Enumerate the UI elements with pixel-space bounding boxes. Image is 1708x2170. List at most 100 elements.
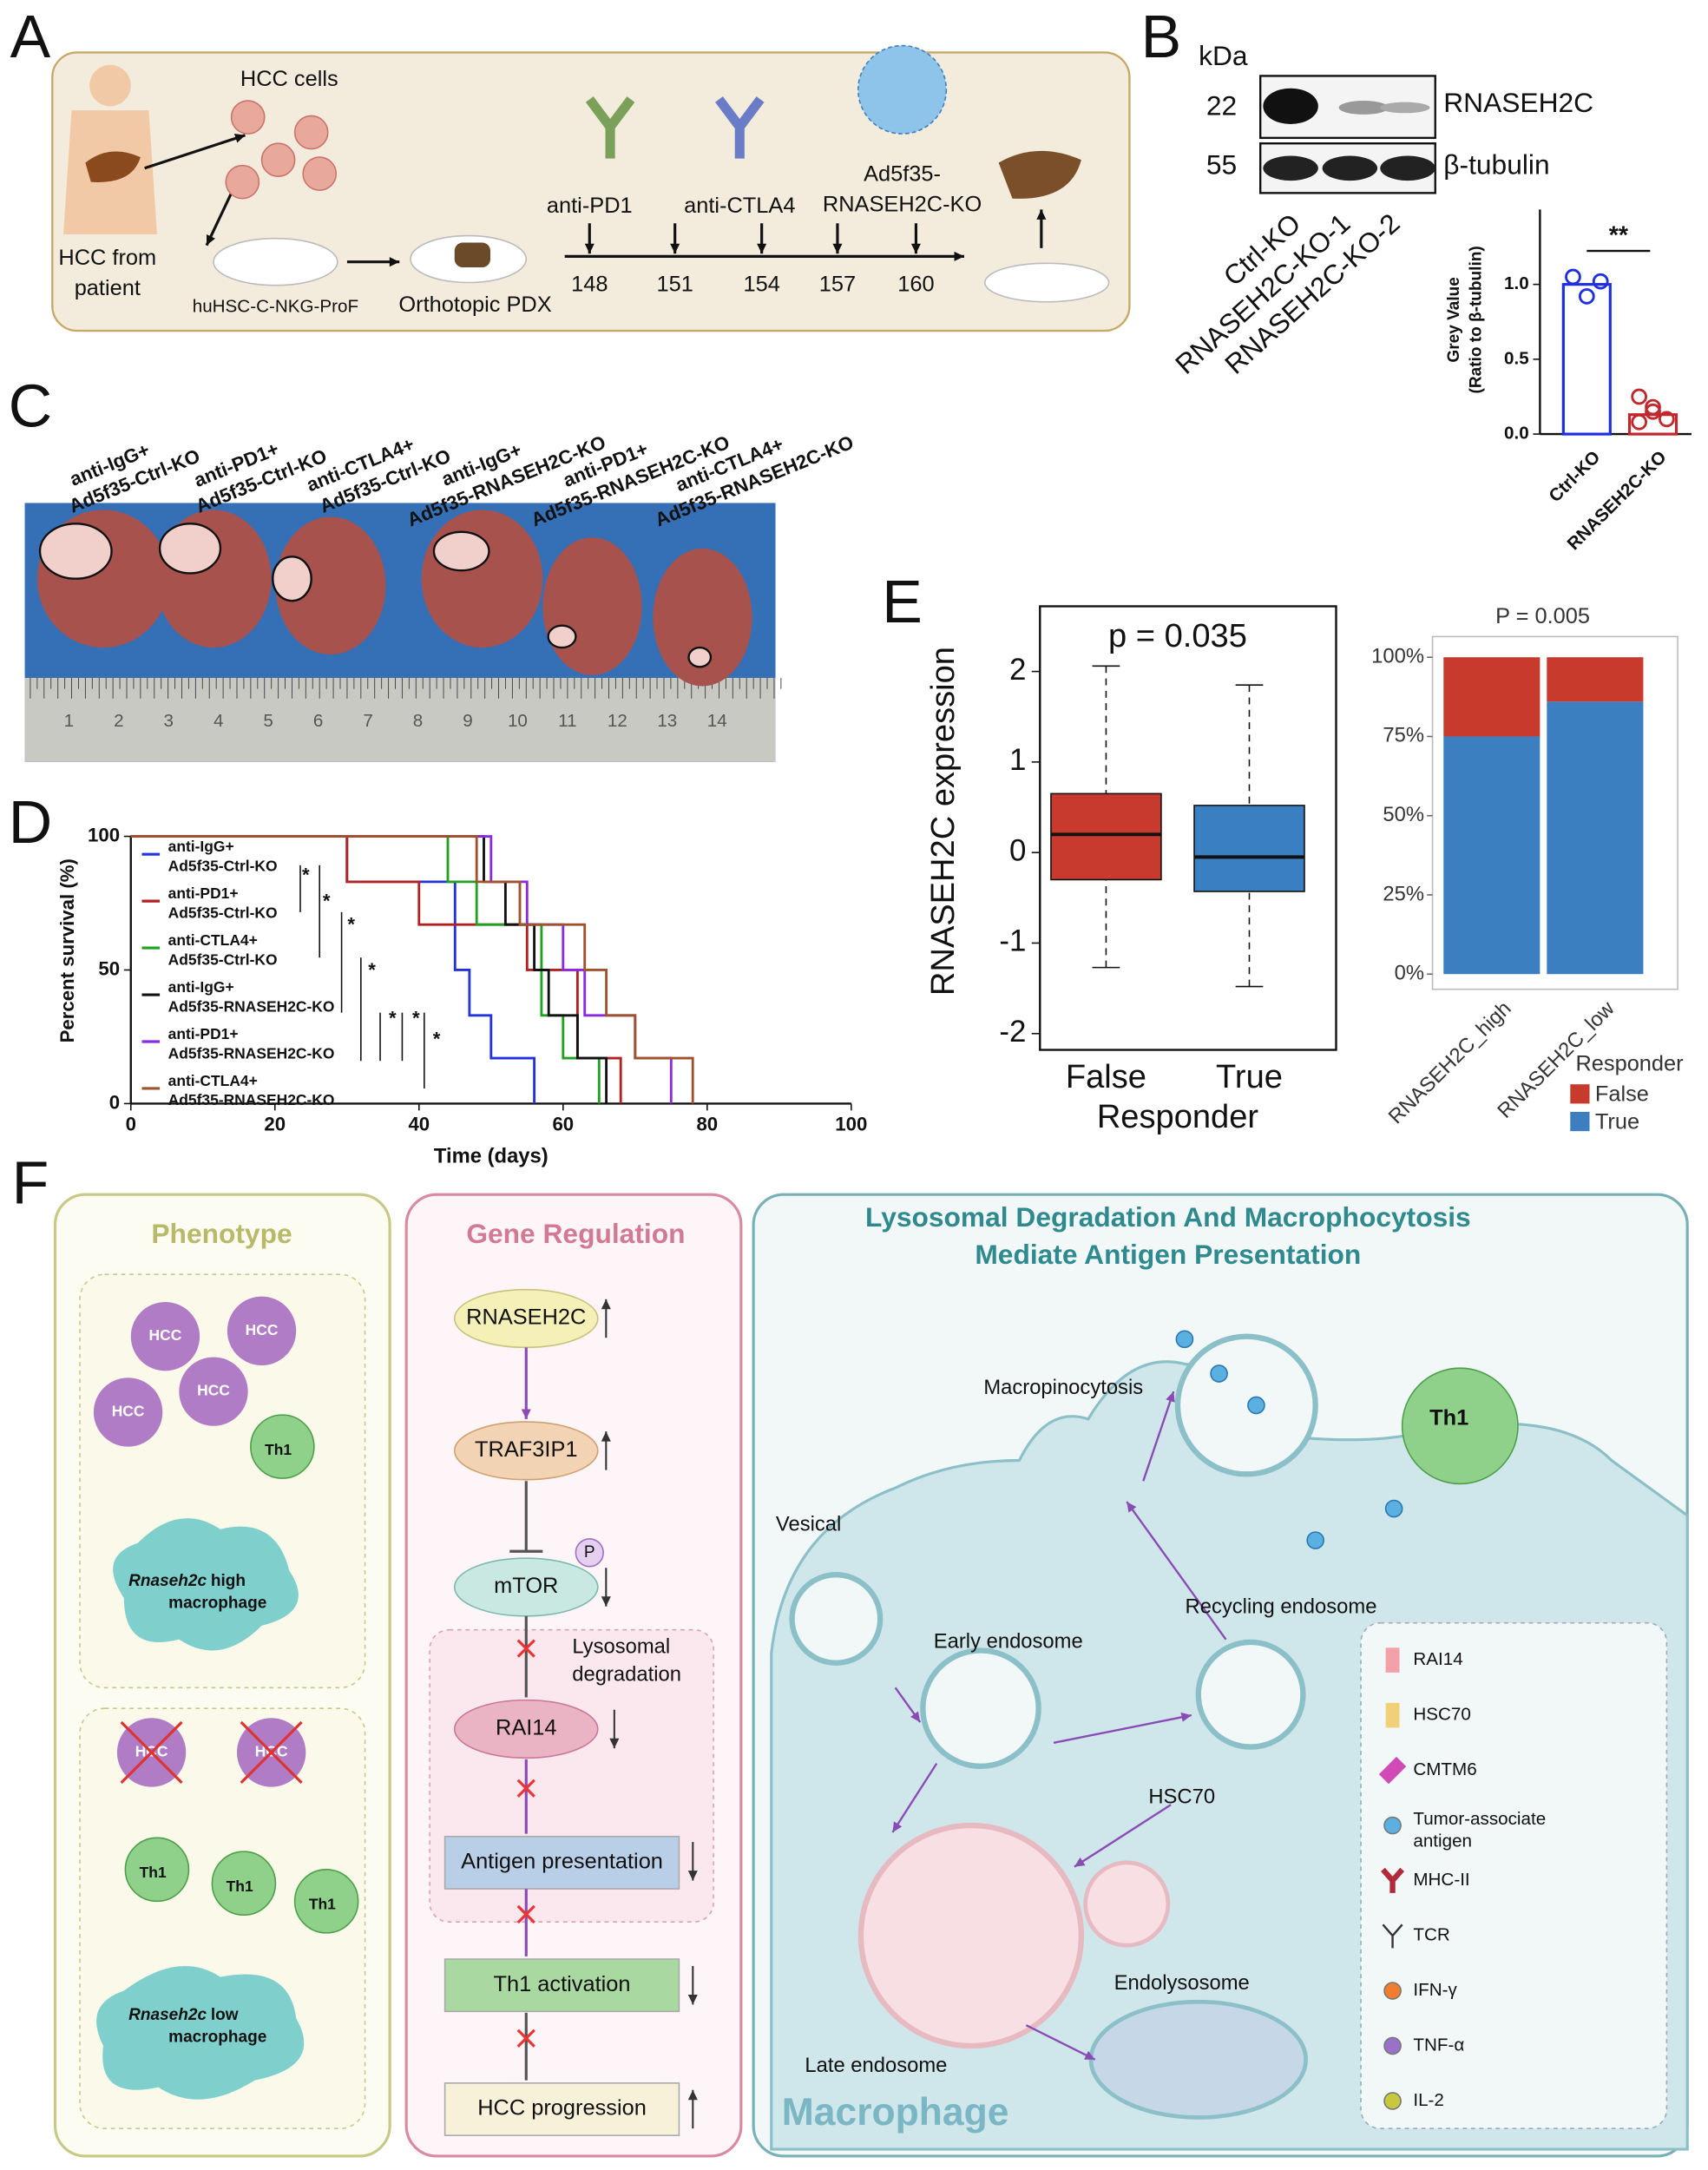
label: Rnaseh2c	[128, 2006, 207, 2024]
x-axis-label: Responder	[1097, 1099, 1259, 1135]
x-tick-label: 80	[696, 1114, 718, 1135]
label: 6	[313, 711, 323, 731]
point	[1565, 268, 1581, 286]
label: 8	[413, 711, 423, 731]
label: mTOR	[494, 1574, 558, 1598]
legend-label: anti-CTLA4+ Ad5f35-RNASEH2C-KO	[168, 1072, 335, 1108]
panel-label: B	[1141, 3, 1182, 70]
label: Vesical	[776, 1512, 841, 1535]
arrow-head	[954, 251, 964, 261]
point	[1645, 403, 1661, 420]
arrow-head	[601, 1299, 611, 1310]
phospho	[575, 1538, 604, 1568]
mouse-liver	[454, 242, 491, 268]
label: Ad5f35-	[864, 161, 941, 186]
antibody	[585, 96, 635, 159]
label: 22	[1206, 89, 1237, 121]
label: 1	[64, 711, 74, 731]
arrow	[144, 134, 246, 170]
label: Antigen presentation	[461, 1850, 663, 1874]
band	[1380, 155, 1435, 181]
label: 160	[897, 272, 934, 296]
label: HSC70	[1148, 1785, 1215, 1809]
label: low	[211, 2006, 239, 2024]
label: P	[584, 1543, 595, 1562]
panel-label: A	[10, 3, 51, 70]
node	[443, 1835, 680, 1890]
label: β-tubulin	[1443, 149, 1549, 181]
liver	[85, 151, 141, 182]
x-tick-label: Ctrl-KO	[1545, 447, 1604, 506]
late-endosome	[857, 1822, 1085, 2049]
label: Macropinocytosis	[983, 1376, 1143, 1399]
y-axis-label: RNASEH2C expression	[925, 647, 962, 996]
legend-swatch	[1570, 1084, 1590, 1104]
arrow-head	[389, 257, 400, 267]
label: 12	[608, 711, 627, 731]
arrow-head	[910, 1711, 921, 1723]
legend-label: anti-CTLA4+ Ad5f35-Ctrl-KO	[168, 931, 278, 968]
label: HCC	[246, 1321, 279, 1338]
label: Th1	[1429, 1406, 1468, 1430]
annotation: *	[302, 864, 310, 885]
arrow-head	[609, 1738, 620, 1749]
bar-segment	[1443, 736, 1540, 975]
tumor	[547, 624, 577, 649]
label: HCC progression	[477, 2096, 647, 2121]
arrow-head	[584, 243, 595, 254]
label: Th1	[227, 1877, 253, 1895]
legend-label: RAI14	[1413, 1649, 1462, 1669]
label: 7	[363, 711, 372, 731]
annotation: *	[412, 1007, 420, 1029]
th1-cell	[124, 1837, 190, 1903]
arrow-head	[1036, 209, 1047, 220]
virus	[857, 44, 948, 135]
y-tick-label: 25%	[1383, 882, 1424, 905]
y-axis-label: Percent survival (%)	[56, 858, 78, 1042]
bar	[1561, 283, 1612, 436]
y-tick-label: 0.5	[1504, 348, 1529, 368]
label: Recycling endosome	[1186, 1595, 1377, 1619]
survival-line	[130, 835, 536, 1104]
legend-label: anti-PD1+ Ad5f35-Ctrl-KO	[168, 884, 278, 921]
label: huHSC-C-NKG-ProF	[193, 297, 358, 317]
legend-label: HSC70	[1413, 1705, 1470, 1725]
liver	[275, 516, 386, 655]
annotation: *	[323, 891, 331, 912]
box	[1050, 792, 1162, 881]
y-tick-label: 2	[1009, 653, 1026, 687]
label: TRAF3IP1	[475, 1437, 577, 1462]
legend-icon	[1383, 1982, 1402, 2000]
plot-frame	[1039, 605, 1337, 1051]
label: patient	[75, 276, 141, 300]
node	[443, 2082, 680, 2136]
hcc-cell	[227, 1296, 297, 1365]
bar-segment	[1547, 657, 1644, 702]
tumor	[158, 523, 222, 575]
y-tick-label: 50	[98, 957, 120, 979]
mouse	[213, 237, 338, 286]
legend-icon	[1385, 1647, 1400, 1673]
arrow-head	[1180, 1712, 1192, 1722]
point	[1631, 413, 1648, 431]
label: Endolysosome	[1114, 1971, 1250, 1995]
label: macrophage	[168, 1595, 266, 1613]
legend-icon	[1383, 1816, 1402, 1835]
label: degradation	[572, 1662, 681, 1686]
point	[1645, 398, 1661, 416]
band	[1380, 102, 1430, 114]
arrow	[1025, 2024, 1096, 2061]
hcc-cell	[293, 115, 329, 150]
label: Early endosome	[934, 1629, 1083, 1653]
label: Rnaseh2c	[128, 1572, 207, 1590]
label: 9	[463, 711, 472, 731]
point	[1592, 273, 1609, 290]
arrow-head	[1084, 2050, 1095, 2060]
label: RNASEH2C-KO	[823, 192, 982, 216]
panel-label: F	[12, 1149, 49, 1217]
hcc-cell	[93, 1378, 163, 1447]
label: 151	[657, 272, 693, 296]
arrow-head	[521, 1409, 531, 1419]
cross	[120, 1720, 183, 1784]
label: macrophage	[168, 2029, 266, 2047]
